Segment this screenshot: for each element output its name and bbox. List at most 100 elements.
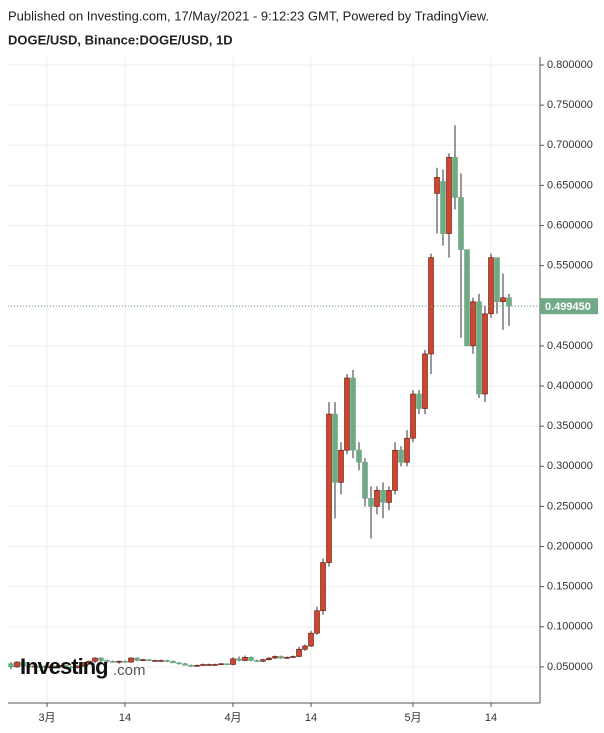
candle-body bbox=[224, 663, 230, 665]
y-tick-label: 0.650000 bbox=[547, 179, 593, 191]
candle-body bbox=[134, 657, 140, 661]
candle-body bbox=[296, 648, 302, 657]
candle-body bbox=[182, 663, 188, 666]
candle-body bbox=[302, 645, 308, 650]
x-tick-label: 14 bbox=[485, 712, 497, 724]
watermark: Investing bbox=[20, 654, 108, 679]
candle-body bbox=[14, 661, 20, 668]
candle-body bbox=[44, 665, 50, 668]
candle-body bbox=[422, 353, 428, 409]
candle-body bbox=[326, 413, 332, 563]
candle-body bbox=[62, 664, 68, 668]
last-price-label: 0.499450 bbox=[545, 301, 591, 313]
candle-body bbox=[140, 659, 146, 661]
y-tick-label: 0.450000 bbox=[547, 340, 593, 352]
candle-body bbox=[344, 377, 350, 451]
last-price-box bbox=[540, 298, 598, 315]
candle-body bbox=[266, 657, 272, 660]
x-tick-label: 14 bbox=[305, 712, 317, 724]
y-tick-label: 0.250000 bbox=[547, 500, 593, 512]
x-tick-label: 5月 bbox=[404, 712, 421, 724]
candle-body bbox=[8, 663, 14, 668]
candle-body bbox=[80, 662, 86, 667]
candle-body bbox=[116, 660, 122, 663]
candle-body bbox=[146, 659, 152, 661]
candle-body bbox=[200, 664, 206, 666]
y-tick-label: 0.800000 bbox=[547, 59, 593, 71]
candle-body bbox=[404, 437, 410, 463]
candle-body bbox=[332, 413, 338, 483]
candle-body bbox=[206, 664, 212, 666]
y-tick-label: 0.550000 bbox=[547, 260, 593, 272]
candle-body bbox=[290, 656, 296, 658]
candle-body bbox=[152, 660, 158, 662]
candle-body bbox=[74, 665, 80, 668]
symbol-title: DOGE/USD, Binance:DOGE/USD, 1D bbox=[8, 32, 233, 47]
candle-body bbox=[56, 664, 62, 668]
x-tick-label: 14 bbox=[119, 712, 131, 724]
candle-body bbox=[362, 461, 368, 499]
candle-body bbox=[494, 257, 500, 303]
candle-body bbox=[236, 658, 242, 661]
candle-body bbox=[500, 297, 506, 303]
candle-body bbox=[434, 177, 440, 194]
candle-body bbox=[122, 660, 128, 663]
candle-body bbox=[176, 662, 182, 665]
watermark-suffix: .com bbox=[113, 662, 146, 679]
x-tick-label: 3月 bbox=[38, 712, 55, 724]
candle-body bbox=[416, 393, 422, 409]
candles bbox=[8, 125, 512, 671]
candle-body bbox=[212, 664, 218, 666]
candle-body bbox=[368, 498, 374, 507]
candle-body bbox=[506, 297, 512, 307]
candle-body bbox=[248, 656, 254, 661]
candle-body bbox=[230, 658, 236, 665]
candle-body bbox=[440, 181, 446, 234]
candle-body bbox=[272, 656, 278, 659]
y-tick-label: 0.050000 bbox=[547, 661, 593, 673]
candle-body bbox=[86, 660, 92, 664]
candle-body bbox=[464, 249, 470, 347]
candle-body bbox=[374, 490, 380, 507]
candle-body bbox=[98, 657, 104, 661]
candle-body bbox=[128, 657, 134, 663]
candle-body bbox=[194, 664, 200, 667]
candle-body bbox=[68, 666, 74, 669]
candle-body bbox=[170, 660, 176, 664]
y-tick-label: 0.150000 bbox=[547, 581, 593, 593]
candle-body bbox=[242, 656, 248, 661]
candle-body bbox=[398, 449, 404, 463]
y-tick-label: 0.400000 bbox=[547, 380, 593, 392]
candle-body bbox=[104, 660, 110, 662]
x-tick-label: 4月 bbox=[224, 712, 241, 724]
candle-body bbox=[308, 632, 314, 647]
candle-body bbox=[320, 562, 326, 612]
candle-body bbox=[470, 301, 476, 347]
candle-body bbox=[26, 665, 32, 668]
candle-body bbox=[458, 197, 464, 250]
candle-body bbox=[20, 661, 26, 667]
candle-body bbox=[38, 665, 44, 668]
candle-body bbox=[110, 660, 116, 663]
candle-body bbox=[32, 665, 38, 668]
y-tick-label: 0.600000 bbox=[547, 219, 593, 231]
candle-body bbox=[284, 656, 290, 659]
candle-body bbox=[350, 377, 356, 451]
candle-body bbox=[92, 657, 98, 662]
candle-body bbox=[446, 157, 452, 234]
y-tick-label: 0.100000 bbox=[547, 621, 593, 633]
candle-body bbox=[278, 656, 284, 659]
y-tick-label: 0.200000 bbox=[547, 540, 593, 552]
candle-body bbox=[410, 393, 416, 439]
candle-body bbox=[254, 660, 260, 662]
candle-body bbox=[386, 490, 392, 503]
candle-body bbox=[338, 449, 344, 483]
candle-body bbox=[380, 490, 386, 503]
candle-body bbox=[476, 301, 482, 395]
y-tick-label: 0.750000 bbox=[547, 99, 593, 111]
candle-body bbox=[314, 610, 320, 634]
candle-body bbox=[392, 449, 398, 491]
published-note: Published on Investing.com, 17/May/2021 … bbox=[8, 8, 489, 23]
candle-body bbox=[482, 313, 488, 395]
